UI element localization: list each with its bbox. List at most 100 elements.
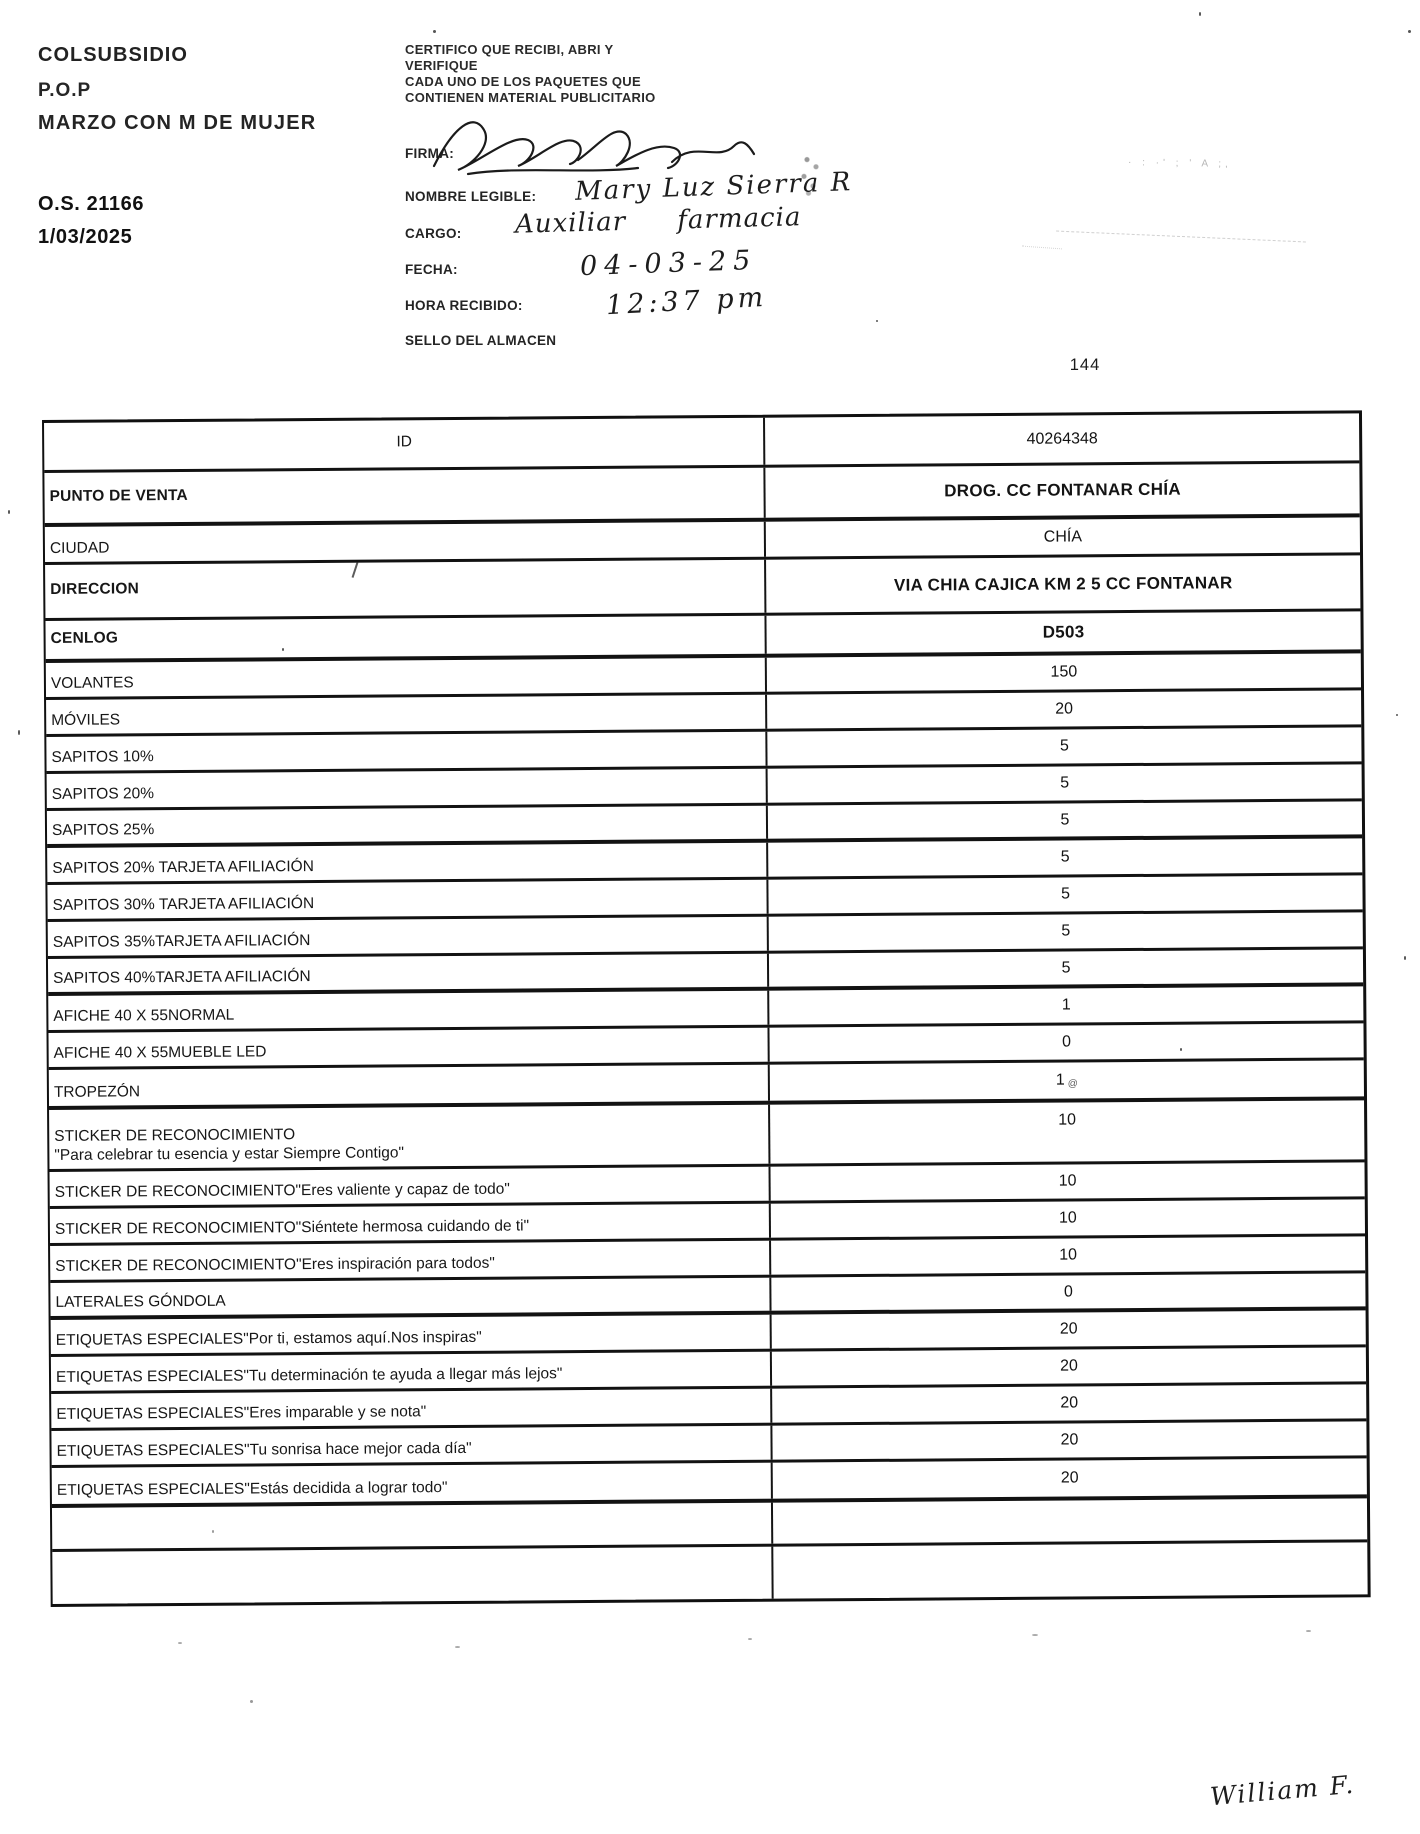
row-label-cell: SAPITOS 20% bbox=[46, 768, 768, 808]
scan-speck bbox=[282, 648, 284, 651]
row-value-cell: 20 bbox=[1060, 1394, 1079, 1412]
row-value-cell: 1 bbox=[1061, 996, 1071, 1014]
ink-blot bbox=[795, 150, 825, 198]
faint-stamp-line bbox=[1056, 230, 1306, 243]
signature-scribble bbox=[432, 121, 756, 176]
row-label-cell: VOLANTES bbox=[45, 657, 768, 697]
scan-speck bbox=[1396, 714, 1398, 716]
sello-almacen-label: SELLO DEL ALMACEN bbox=[405, 333, 557, 348]
row-value-cell: 0 bbox=[1063, 1282, 1073, 1301]
row-value-cell bbox=[773, 1498, 1367, 1543]
row-label-cell: SAPITOS 25% bbox=[46, 805, 769, 844]
faint-stamp-line bbox=[1022, 245, 1062, 250]
row-label-cell: TROPEZÓN bbox=[48, 1064, 771, 1106]
row-label-cell: ETIQUETAS ESPECIALES"Estás decidida a lo… bbox=[51, 1462, 773, 1504]
scan-speck bbox=[1199, 12, 1201, 16]
row-label-cell: ETIQUETAS ESPECIALES"Tu sonrisa hace mej… bbox=[51, 1425, 773, 1465]
campaign-name: MARZO CON M DE MUJER bbox=[38, 112, 317, 134]
program-name: P.O.P bbox=[38, 80, 92, 101]
stray-mark: @ bbox=[1067, 1077, 1078, 1089]
scan-speck bbox=[1180, 1048, 1182, 1051]
scan-speck bbox=[18, 730, 20, 735]
order-date: 1/03/2025 bbox=[38, 226, 133, 248]
row-value-cell: 5 bbox=[1061, 958, 1071, 977]
row-value-cell: 5 bbox=[1059, 737, 1069, 755]
scan-speck bbox=[876, 320, 878, 322]
row-value-cell: VIA CHIA CAJICA KM 2 5 CC FONTANAR bbox=[893, 572, 1233, 595]
handwritten-cargo: Auxiliar farmacia bbox=[514, 202, 802, 240]
certification-line: CADA UNO DE LOS PAQUETES QUE bbox=[405, 74, 641, 89]
table-row: STICKER DE RECONOCIMIENTO "Para celebrar… bbox=[49, 1100, 1365, 1172]
row-label-cell: STICKER DE RECONOCIMIENTO"Siéntete hermo… bbox=[49, 1203, 772, 1243]
row-label-cell bbox=[51, 1502, 774, 1549]
row-label-cell: AFICHE 40 X 55MUEBLE LED bbox=[48, 1027, 770, 1067]
scan-speck bbox=[1408, 30, 1411, 33]
row-label-cell: LATERALES GÓNDOLA bbox=[50, 1277, 772, 1316]
scan-speck bbox=[178, 1642, 182, 1644]
row-value-cell: 20 bbox=[1059, 1357, 1078, 1375]
scan-speck bbox=[1306, 1630, 1311, 1632]
table-row bbox=[52, 1542, 1367, 1604]
row-label-cell: SAPITOS 35%TARJETA AFILIACIÓN bbox=[47, 916, 769, 956]
row-value-cell: 10 bbox=[1058, 1209, 1077, 1227]
cargo-label: CARGO: bbox=[405, 226, 462, 241]
scan-speck bbox=[1032, 1634, 1038, 1636]
row-value-cell: 10 bbox=[1058, 1111, 1077, 1129]
row-value-cell: DROG. CC FONTANAR CHÍA bbox=[944, 479, 1181, 501]
scan-speck bbox=[455, 1646, 460, 1648]
scan-speck bbox=[250, 1700, 253, 1703]
row-value-cell: 5 bbox=[1060, 885, 1071, 903]
row-label-cell: CIUDAD bbox=[44, 521, 767, 562]
row-label-cell bbox=[52, 1546, 774, 1604]
company-name: COLSUBSIDIO bbox=[38, 44, 188, 66]
table-row: PUNTO DE VENTA DROG. CC FONTANAR CHÍA bbox=[44, 463, 1360, 527]
certification-line: VERIFIQUE bbox=[405, 58, 478, 73]
materials-table: ID 40264348 PUNTO DE VENTA DROG. CC FONT… bbox=[42, 410, 1371, 1607]
row-label-cell: ETIQUETAS ESPECIALES"Eres imparable y se… bbox=[51, 1388, 773, 1428]
row-value-cell: 0 bbox=[1062, 1033, 1072, 1051]
row-label-cell: SAPITOS 10% bbox=[46, 731, 768, 771]
certification-line: CERTIFICO QUE RECIBI, ABRI Y bbox=[405, 42, 614, 57]
row-label-cell: ETIQUETAS ESPECIALES"Tu determinación te… bbox=[50, 1351, 773, 1391]
row-value-cell: 20 bbox=[1060, 1431, 1079, 1449]
row-label-cell: SAPITOS 20% TARJETA AFILIACIÓN bbox=[47, 842, 769, 882]
row-value-cell: 40264348 bbox=[1026, 429, 1098, 448]
row-value-cell: 20 bbox=[1060, 1469, 1079, 1487]
order-number: O.S. 21166 bbox=[38, 193, 145, 215]
row-value-cell: 5 bbox=[1060, 848, 1070, 866]
certification-line: CONTIENEN MATERIAL PUBLICITARIO bbox=[405, 90, 656, 105]
row-label-cell: SAPITOS 40%TARJETA AFILIACIÓN bbox=[47, 953, 770, 992]
row-label-cell: MÓVILES bbox=[46, 694, 768, 734]
row-label-cell: ID bbox=[44, 417, 766, 470]
row-label-cell: AFICHE 40 X 55NORMAL bbox=[48, 990, 770, 1030]
row-value-cell: 10 bbox=[1059, 1246, 1078, 1264]
row-value-cell: 5 bbox=[1061, 922, 1071, 940]
row-label-cell: SAPITOS 30% TARJETA AFILIACIÓN bbox=[47, 879, 769, 919]
row-value-cell: 20 bbox=[1055, 700, 1074, 718]
firma-label: FIRMA: bbox=[405, 146, 455, 161]
page-number: 144 bbox=[1069, 356, 1101, 374]
row-label-cell: STICKER DE RECONOCIMIENTO "Para celebrar… bbox=[49, 1104, 771, 1169]
handwritten-fecha: 04-03-25 bbox=[579, 244, 758, 283]
scan-speck bbox=[748, 1638, 752, 1640]
certification-text: CERTIFICO QUE RECIBI, ABRI Y VERIFIQUE C… bbox=[405, 42, 656, 106]
row-value-cell: 150 bbox=[1050, 663, 1078, 681]
row-label-cell: STICKER DE RECONOCIMIENTO"Eres inspiraci… bbox=[50, 1240, 772, 1280]
scan-speck bbox=[8, 510, 10, 514]
fecha-label: FECHA: bbox=[405, 262, 458, 277]
row-label-cell: ETIQUETAS ESPECIALES"Por ti, estamos aqu… bbox=[50, 1314, 772, 1354]
scan-speck bbox=[1404, 956, 1406, 960]
row-value-cell: 20 bbox=[1059, 1320, 1078, 1338]
handwritten-hora: 12:37 pm bbox=[605, 281, 768, 322]
row-label-cell: DIRECCION bbox=[45, 559, 767, 618]
table-row: DIRECCION VIA CHIA CAJICA KM 2 5 CC FONT… bbox=[45, 555, 1361, 621]
handwritten-footer-note: William F. bbox=[1209, 1769, 1357, 1812]
row-value-cell: 1 @ bbox=[1055, 1071, 1078, 1089]
row-value-cell: 5 bbox=[1060, 810, 1070, 829]
nombre-legible-label: NOMBRE LEGIBLE: bbox=[405, 189, 537, 204]
scan-speck bbox=[433, 30, 436, 33]
header-left: COLSUBSIDIO P.O.P MARZO CON M DE MUJER O… bbox=[38, 44, 316, 249]
row-label-cell: PUNTO DE VENTA bbox=[44, 467, 766, 523]
row-value-cell: CHÍA bbox=[1043, 527, 1083, 546]
